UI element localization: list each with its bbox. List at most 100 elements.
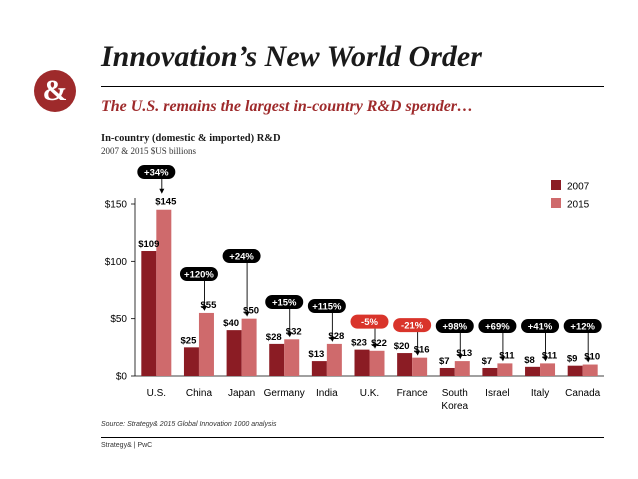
- category-label: China: [186, 388, 213, 399]
- value-label-2007: $109: [138, 239, 159, 250]
- category-label: Italy: [531, 388, 549, 399]
- category-label: Canada: [565, 388, 600, 399]
- value-label-2007: $20: [394, 341, 410, 352]
- change-arrowhead: [415, 350, 421, 356]
- change-label: +98%: [442, 322, 467, 333]
- category-label: Japan: [228, 388, 255, 399]
- change-arrowhead: [329, 336, 335, 342]
- legend-swatch: [551, 180, 561, 190]
- value-label-2007: $25: [181, 335, 198, 346]
- change-label: +115%: [312, 302, 342, 313]
- value-label-2015: $16: [414, 345, 430, 356]
- bar-2015: [497, 363, 513, 376]
- change-arrowhead: [244, 311, 250, 317]
- change-badge: [307, 299, 346, 313]
- change-arrowhead: [372, 343, 378, 349]
- bar-2007: [226, 330, 242, 376]
- footer-text: Strategy& | PwC: [101, 442, 153, 449]
- value-label-2015: $11: [542, 350, 558, 361]
- bar-2015: [454, 361, 470, 376]
- change-label: +41%: [528, 322, 553, 333]
- value-label-2015: $11: [499, 350, 515, 361]
- bar-2007: [439, 367, 455, 376]
- y-tick-label: $100: [105, 257, 128, 268]
- change-arrowhead: [457, 354, 463, 360]
- change-badge: [179, 267, 218, 281]
- bar-2015: [241, 318, 257, 376]
- change-label: -5%: [361, 317, 378, 328]
- change-label: +15%: [272, 298, 297, 309]
- slide-subtitle: The U.S. remains the largest in-country …: [101, 98, 474, 115]
- change-label: +12%: [570, 322, 595, 333]
- bar-2007: [354, 349, 370, 376]
- change-arrowhead: [201, 305, 207, 311]
- bar-2007: [311, 361, 327, 376]
- bar-2015: [198, 312, 214, 376]
- value-label-2007: $7: [439, 356, 450, 367]
- legend-swatch: [551, 198, 561, 208]
- bar-2007: [525, 366, 541, 376]
- change-arrowhead: [287, 332, 293, 338]
- change-badge: [350, 314, 389, 329]
- change-label: +69%: [485, 322, 510, 333]
- value-label-2007: $13: [308, 349, 324, 360]
- change-badge: [435, 319, 474, 333]
- change-badge: [393, 318, 432, 333]
- bar-2015: [326, 343, 342, 376]
- bar-2007: [183, 347, 199, 376]
- category-label: India: [316, 388, 338, 399]
- value-label-2015: $145: [155, 197, 177, 208]
- category-label: South Korea: [441, 388, 468, 412]
- value-label-2007: $40: [223, 318, 239, 329]
- legend-label: 2007: [567, 182, 590, 193]
- category-label: U.S.: [147, 388, 166, 399]
- value-label-2007: $23: [351, 338, 367, 349]
- bar-2015: [582, 364, 598, 376]
- change-badge: [137, 165, 176, 179]
- change-arrowhead: [585, 357, 591, 363]
- bar-2007: [269, 343, 285, 376]
- change-arrowhead: [543, 356, 549, 362]
- bar-2015: [412, 357, 428, 376]
- change-label: +24%: [229, 252, 254, 263]
- category-label: U.K.: [360, 388, 379, 399]
- change-badge: [265, 295, 304, 309]
- slide-title: Innovation’s New World Order: [101, 40, 482, 73]
- y-tick-label: $0: [116, 372, 128, 383]
- bar-2007: [141, 251, 157, 376]
- bar-2015: [156, 209, 172, 376]
- change-badge: [521, 319, 560, 333]
- change-badge: [478, 319, 517, 333]
- legend-label: 2015: [567, 200, 590, 211]
- category-label: Germany: [264, 388, 305, 399]
- chart-title: In-country (domestic & imported) R&D: [101, 133, 281, 144]
- title-divider: [101, 86, 604, 87]
- y-tick-label: $50: [110, 314, 127, 325]
- bar-2015: [540, 363, 556, 376]
- value-label-2015: $13: [456, 348, 472, 359]
- value-label-2007: $7: [482, 356, 493, 367]
- change-arrowhead: [500, 356, 506, 362]
- value-label-2015: $50: [243, 306, 259, 317]
- value-label-2015: $22: [371, 338, 387, 349]
- change-arrowhead: [159, 188, 165, 194]
- change-label: +34%: [144, 168, 169, 179]
- y-tick-label: $150: [105, 200, 128, 211]
- category-label: France: [397, 388, 429, 399]
- bar-2015: [369, 350, 385, 376]
- bar-2007: [397, 353, 413, 376]
- value-label-2015: $32: [286, 326, 302, 337]
- value-label-2007: $28: [266, 332, 282, 343]
- category-label: Israel: [485, 388, 509, 399]
- value-label-2015: $55: [201, 300, 218, 311]
- value-label-2015: $10: [584, 352, 600, 363]
- bar-2007: [567, 365, 583, 376]
- strategy-and-logo: &: [34, 70, 76, 112]
- footer-divider: [101, 437, 604, 438]
- bar-2007: [482, 367, 498, 376]
- change-label: -21%: [401, 321, 424, 332]
- value-label-2007: $8: [524, 355, 535, 366]
- bar-2015: [284, 339, 300, 376]
- value-label-2007: $9: [567, 354, 578, 365]
